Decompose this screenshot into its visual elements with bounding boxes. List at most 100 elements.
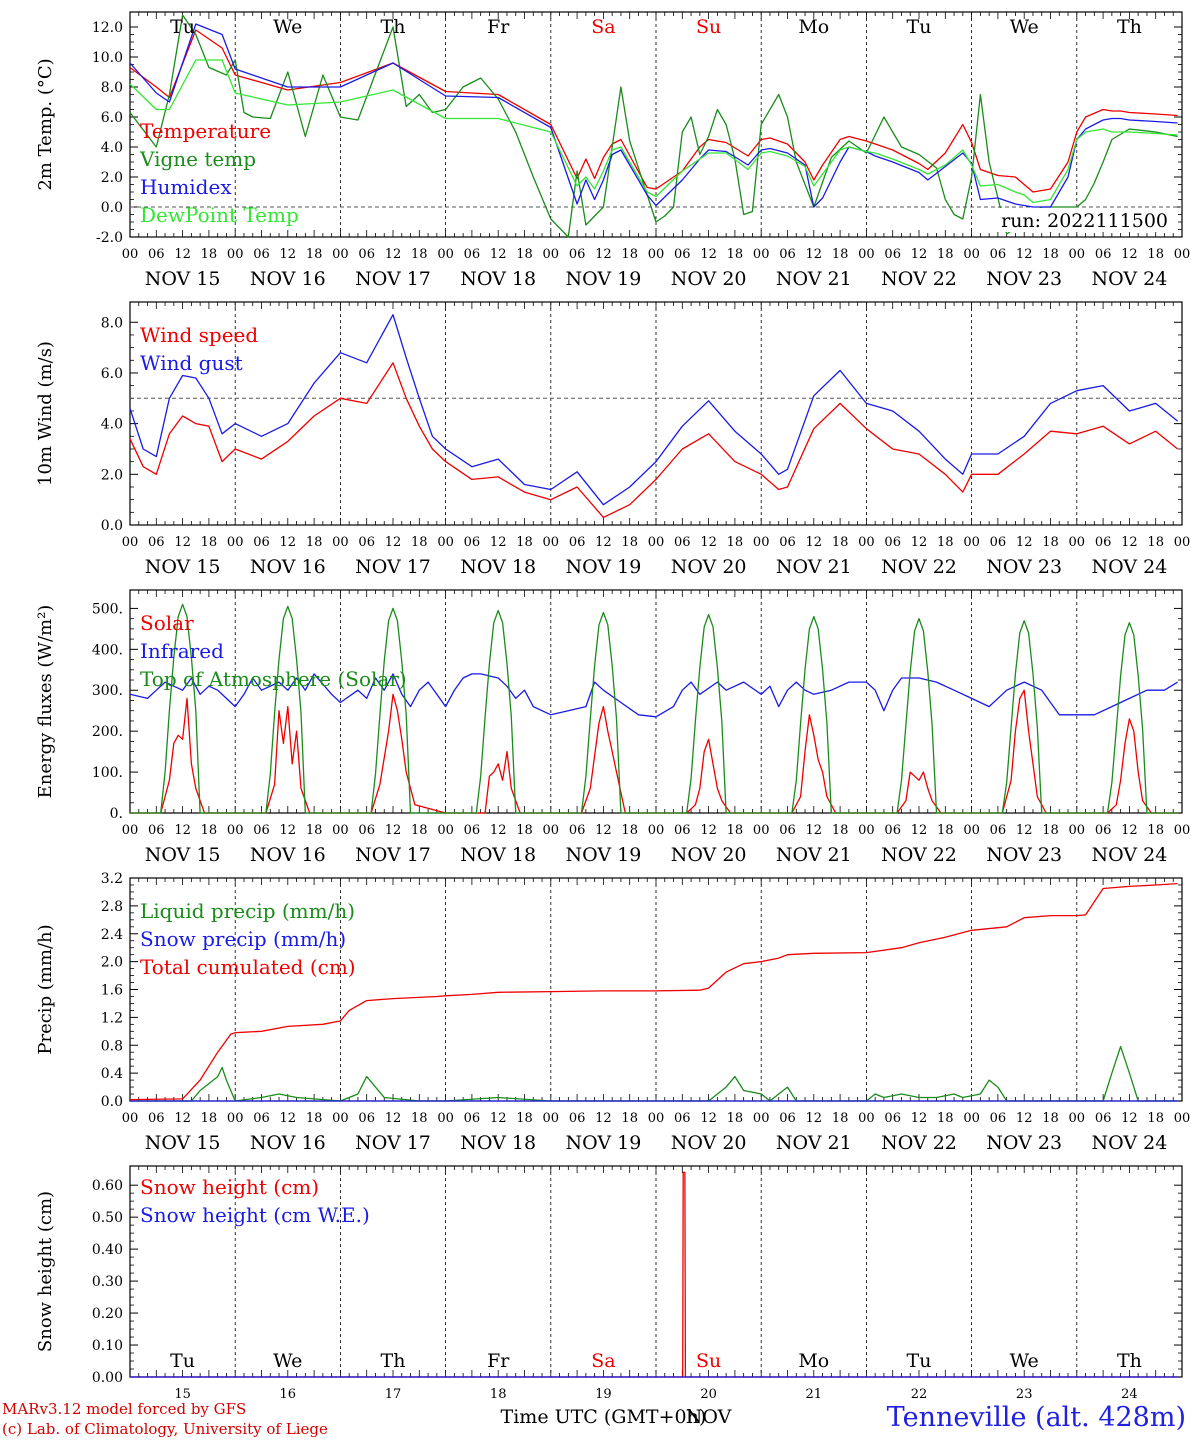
y-tick-label: 8.0	[101, 315, 123, 331]
hour-label: 06	[884, 1111, 901, 1126]
hour-label: 12	[700, 823, 717, 838]
day-label: Fr	[487, 1350, 510, 1372]
day-label: Su	[696, 16, 721, 38]
series-infrared	[129, 673, 1178, 718]
hour-label: 18	[1147, 1111, 1164, 1126]
day-label: We	[1010, 16, 1039, 38]
hour-label: 18	[727, 535, 744, 550]
hour-label: 12	[280, 535, 297, 550]
day-number-label: 24	[1121, 1387, 1138, 1402]
hour-label: 18	[937, 535, 954, 550]
series-temperature	[129, 29, 1178, 193]
hour-label: 06	[253, 1111, 270, 1126]
hour-label: 18	[306, 823, 323, 838]
hour-label: 06	[779, 535, 796, 550]
hour-label: 06	[779, 1111, 796, 1126]
hour-label: 12	[1016, 823, 1033, 838]
y-tick-label: 2.0	[101, 467, 123, 483]
hour-label: 18	[1042, 1111, 1059, 1126]
legend-entry: Temperature	[140, 119, 271, 143]
day-number-label: 15	[174, 1387, 191, 1402]
date-label: NOV 18	[460, 556, 536, 578]
y-axis-label: Snow height (cm)	[35, 1191, 56, 1352]
lab-credit: (c) Lab. of Climatology, University of L…	[2, 1420, 328, 1438]
hour-label: 06	[884, 823, 901, 838]
hour-label: 12	[911, 535, 928, 550]
legend-entry: Top of Atmosphere (Solar)	[140, 667, 407, 691]
hour-label: 12	[806, 247, 823, 262]
hour-label: 18	[1147, 823, 1164, 838]
hour-label: 12	[911, 247, 928, 262]
hour-label: 06	[253, 823, 270, 838]
y-tick-label: 500.	[92, 601, 123, 617]
legend-entry: Wind gust	[140, 351, 243, 375]
hour-label: 00	[1069, 823, 1086, 838]
hour-label: 18	[1042, 823, 1059, 838]
hour-label: 06	[253, 247, 270, 262]
date-label: NOV 16	[250, 844, 326, 866]
hour-label: 00	[122, 247, 139, 262]
hour-label: 18	[727, 823, 744, 838]
hour-label: 18	[516, 823, 533, 838]
hour-label: 12	[174, 823, 191, 838]
hour-label: 12	[911, 1111, 928, 1126]
run-label: run: 2022111500	[1001, 210, 1168, 232]
series-humidex	[129, 23, 1178, 208]
hour-label: 06	[990, 823, 1007, 838]
y-tick-label: 1.2	[101, 1010, 123, 1026]
date-label: NOV 24	[1091, 556, 1167, 578]
date-label: NOV 21	[776, 556, 852, 578]
date-label: NOV 18	[460, 268, 536, 290]
hour-label: 18	[516, 1111, 533, 1126]
y-tick-label: 0.0	[101, 1094, 123, 1110]
date-label: NOV 15	[145, 1132, 221, 1154]
hour-label: 06	[990, 247, 1007, 262]
date-label: NOV 15	[145, 268, 221, 290]
date-label: NOV 19	[565, 556, 641, 578]
y-tick-label: 4.0	[101, 140, 123, 156]
hour-label: 06	[1095, 1111, 1112, 1126]
hour-label: 00	[1174, 823, 1191, 838]
date-label: NOV 20	[671, 1132, 747, 1154]
day-label: We	[273, 1350, 302, 1372]
day-number-label: 17	[385, 1387, 402, 1402]
day-number-label: 18	[490, 1387, 507, 1402]
day-label: Th	[1117, 1350, 1142, 1372]
y-axis-label: Energy fluxes (W/m²)	[35, 605, 56, 799]
hour-label: 00	[963, 1111, 980, 1126]
hour-label: 12	[595, 1111, 612, 1126]
date-label: NOV 17	[355, 556, 431, 578]
hour-label: 18	[201, 823, 218, 838]
hour-label: 18	[306, 1111, 323, 1126]
hour-label: 00	[332, 1111, 349, 1126]
hour-label: 06	[148, 1111, 165, 1126]
plot-frame	[129, 589, 1183, 814]
y-tick-label: 0.10	[92, 1338, 123, 1354]
y-tick-label: 0.8	[101, 1038, 123, 1054]
date-label: NOV 24	[1091, 268, 1167, 290]
date-label: NOV 24	[1091, 844, 1167, 866]
y-tick-label: 400.	[92, 642, 123, 658]
hour-label: 06	[464, 823, 481, 838]
hour-label: 00	[332, 823, 349, 838]
day-label: Sa	[591, 16, 615, 38]
hour-label: 18	[306, 535, 323, 550]
date-label: NOV 23	[986, 268, 1062, 290]
hour-label: 12	[1016, 535, 1033, 550]
hour-label: 18	[621, 535, 638, 550]
date-label: NOV 16	[250, 1132, 326, 1154]
hour-label: 00	[1174, 247, 1191, 262]
hour-label: 00	[437, 535, 454, 550]
hour-label: 18	[727, 247, 744, 262]
hour-label: 06	[884, 535, 901, 550]
date-label: NOV 23	[986, 1132, 1062, 1154]
date-label: NOV 18	[460, 844, 536, 866]
hour-label: 18	[411, 247, 428, 262]
hour-label: 00	[648, 1111, 665, 1126]
hour-label: 18	[201, 1111, 218, 1126]
hour-label: 12	[700, 1111, 717, 1126]
hour-label: 00	[1069, 535, 1086, 550]
hour-label: 00	[648, 247, 665, 262]
date-label: NOV 23	[986, 556, 1062, 578]
